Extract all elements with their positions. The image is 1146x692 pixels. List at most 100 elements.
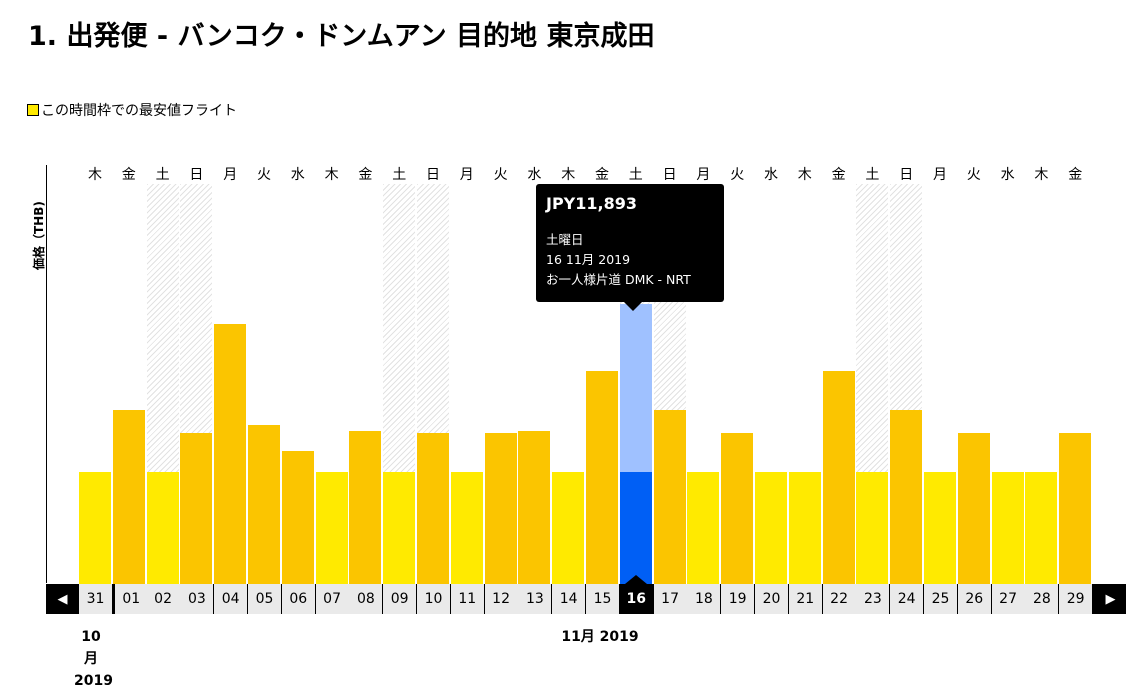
weekday-label: 月 bbox=[933, 167, 947, 183]
price-bar[interactable] bbox=[586, 371, 618, 584]
price-bar[interactable] bbox=[957, 433, 990, 584]
price-bar[interactable] bbox=[1059, 433, 1092, 584]
price-bar[interactable] bbox=[991, 472, 1024, 584]
date-cell[interactable]: 11 bbox=[450, 584, 484, 614]
weekday-label: 木 bbox=[561, 167, 576, 183]
price-bar[interactable] bbox=[112, 410, 145, 584]
date-cell[interactable]: 27 bbox=[991, 584, 1025, 614]
price-bar[interactable] bbox=[214, 324, 247, 584]
date-cell[interactable]: 26 bbox=[957, 584, 991, 614]
date-cell[interactable]: 14 bbox=[552, 584, 586, 614]
triangle-left-icon: ◀ bbox=[57, 591, 68, 607]
price-bar[interactable] bbox=[822, 371, 855, 584]
date-cell[interactable]: 05 bbox=[248, 584, 281, 614]
price-bar[interactable] bbox=[450, 472, 483, 584]
weekday-row: 木金土日月火水木金土日月火水木金土日月火水木金土日月火水木金 bbox=[0, 164, 1146, 184]
date-cell[interactable]: 21 bbox=[788, 584, 822, 614]
price-bar[interactable] bbox=[281, 451, 314, 584]
tooltip-price: JPY11,893 bbox=[546, 194, 638, 213]
date-cell[interactable]: 20 bbox=[755, 584, 788, 614]
date-cell[interactable]: 25 bbox=[924, 584, 957, 614]
price-bar[interactable] bbox=[924, 472, 956, 584]
tooltip-weekday: 土曜日 bbox=[546, 232, 584, 247]
date-cell[interactable]: 17 bbox=[653, 584, 687, 614]
month-label-october: 10 月 2019 bbox=[74, 626, 113, 692]
weekday-label: 水 bbox=[764, 167, 778, 183]
weekday-label: 火 bbox=[966, 167, 981, 183]
weekday-label: 水 bbox=[1000, 167, 1015, 183]
date-cell[interactable]: 29 bbox=[1059, 584, 1093, 614]
price-bar[interactable] bbox=[79, 472, 111, 584]
date-cell[interactable]: 08 bbox=[349, 584, 383, 614]
y-axis-line bbox=[46, 165, 47, 583]
date-cell[interactable]: 02 bbox=[146, 584, 180, 614]
price-bar[interactable] bbox=[518, 431, 551, 584]
price-bar[interactable] bbox=[383, 472, 416, 584]
tooltip-date: 16 11月 2019 bbox=[546, 252, 631, 267]
weekday-label: 火 bbox=[257, 167, 271, 183]
price-bar[interactable] bbox=[856, 472, 889, 584]
month-oct-year: 2019 bbox=[74, 673, 113, 689]
price-bar[interactable] bbox=[755, 472, 787, 584]
price-bar[interactable] bbox=[417, 433, 449, 584]
page-title: 1. 出発便 - バンコク・ドンムアン 目的地 東京成田 bbox=[28, 21, 655, 52]
price-bar[interactable] bbox=[890, 410, 923, 584]
prev-dates-button[interactable]: ◀ bbox=[47, 584, 78, 614]
price-bar[interactable] bbox=[788, 472, 821, 584]
price-bar[interactable] bbox=[653, 410, 686, 584]
price-bar[interactable] bbox=[1025, 472, 1058, 584]
weekday-label: 金 bbox=[1068, 167, 1083, 183]
weekday-label: 月 bbox=[459, 167, 474, 183]
price-bar[interactable] bbox=[687, 472, 720, 584]
date-strip: 31 01 02 03 04 05 06 07 08 09 10 11 12 13 14 15 16 17 18 19… bbox=[46, 575, 1125, 614]
price-bar-selected[interactable] bbox=[619, 304, 652, 584]
weekday-label: 日 bbox=[899, 167, 914, 183]
date-cell[interactable]: 01 bbox=[112, 584, 148, 614]
date-cell[interactable]: 24 bbox=[890, 584, 924, 614]
price-bar[interactable] bbox=[349, 431, 382, 584]
weekday-label: 水 bbox=[290, 167, 305, 183]
price-bar[interactable] bbox=[180, 433, 213, 584]
date-cell[interactable]: 22 bbox=[822, 584, 856, 614]
date-cell[interactable]: 19 bbox=[721, 584, 755, 614]
date-cell[interactable]: 12 bbox=[484, 584, 518, 614]
date-cell[interactable]: 09 bbox=[383, 584, 417, 614]
weekday-label: 水 bbox=[527, 167, 542, 183]
weekday-label: 土 bbox=[628, 167, 643, 183]
date-cell[interactable]: 03 bbox=[180, 584, 214, 614]
date-cell[interactable]: 06 bbox=[281, 584, 315, 614]
date-cell-selected[interactable]: 16 bbox=[619, 575, 653, 614]
weekday-label: 金 bbox=[358, 167, 373, 183]
date-cell[interactable]: 23 bbox=[856, 584, 890, 614]
weekday-label: 日 bbox=[426, 167, 440, 183]
weekday-label: 土 bbox=[865, 167, 880, 183]
weekday-label: 月 bbox=[696, 167, 711, 183]
weekday-label: 金 bbox=[595, 167, 609, 183]
price-bar[interactable] bbox=[146, 472, 179, 584]
date-cell[interactable]: 07 bbox=[315, 584, 349, 614]
date-cell[interactable]: 31 bbox=[79, 584, 112, 614]
month-oct-unit: 月 bbox=[84, 651, 98, 667]
price-bar[interactable] bbox=[315, 472, 348, 584]
price-bar[interactable] bbox=[484, 433, 517, 584]
selected-bar-fill bbox=[619, 472, 652, 584]
date-cell[interactable]: 10 bbox=[417, 584, 450, 614]
weekday-label: 木 bbox=[88, 167, 102, 183]
date-cell[interactable]: 04 bbox=[214, 584, 248, 614]
tooltip-route: お一人様片道 DMK - NRT bbox=[546, 272, 691, 287]
next-dates-button[interactable]: ▶ bbox=[1095, 584, 1126, 614]
weekday-label: 月 bbox=[223, 167, 238, 183]
weekday-label: 日 bbox=[189, 167, 204, 183]
legend: この時間枠での最安値フライト bbox=[27, 100, 237, 120]
date-cell[interactable]: 28 bbox=[1025, 584, 1059, 614]
price-bar[interactable] bbox=[721, 433, 754, 584]
weekday-label: 金 bbox=[831, 167, 846, 183]
price-bar[interactable] bbox=[248, 425, 280, 584]
date-cell[interactable]: 15 bbox=[586, 584, 619, 614]
price-bar[interactable] bbox=[552, 472, 585, 584]
date-cell[interactable]: 13 bbox=[518, 584, 552, 614]
weekday-label: 金 bbox=[121, 167, 136, 183]
triangle-right-icon: ▶ bbox=[1105, 591, 1116, 607]
date-cell[interactable]: 18 bbox=[687, 584, 721, 614]
weekday-label: 土 bbox=[392, 167, 407, 183]
